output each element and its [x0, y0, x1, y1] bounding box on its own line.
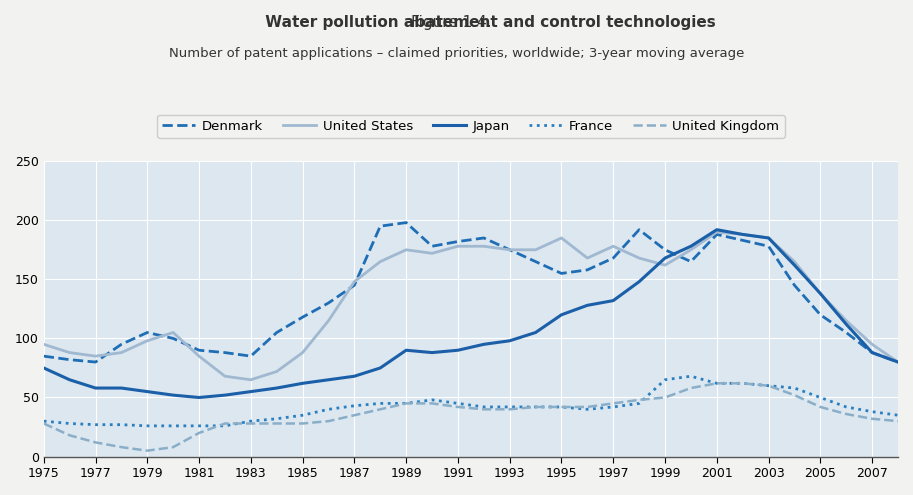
Legend: Denmark, United States, Japan, France, United Kingdom: Denmark, United States, Japan, France, U…: [157, 114, 784, 138]
Text: Figure 1.4.: Figure 1.4.: [412, 15, 501, 30]
Text: Water pollution abatement and control technologies: Water pollution abatement and control te…: [197, 15, 716, 30]
Text: Number of patent applications – claimed priorities, worldwide; 3-year moving ave: Number of patent applications – claimed …: [169, 47, 744, 60]
